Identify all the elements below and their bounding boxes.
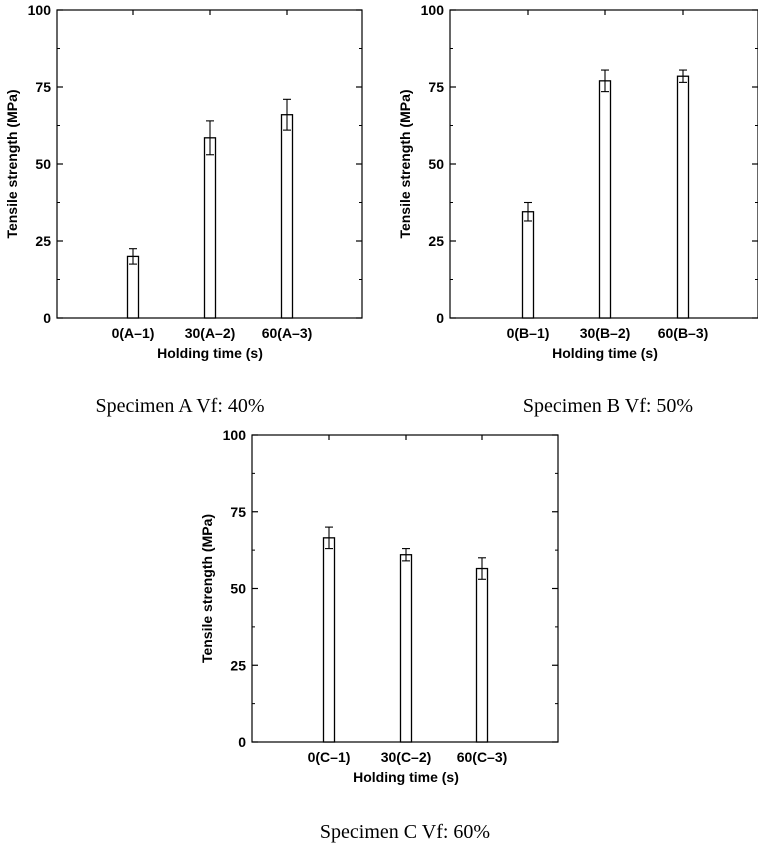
chart-b-y-tick-label: 100 bbox=[421, 2, 445, 18]
chart-c-bar bbox=[322, 537, 336, 743]
chart-c-x-tick-label: 60(C–3) bbox=[457, 749, 508, 765]
chart-c-y-tick-label: 75 bbox=[230, 504, 246, 520]
chart-b-y-axis-label: Tensile strength (MPa) bbox=[397, 89, 413, 238]
chart-b-y-tick-label: 75 bbox=[428, 79, 444, 95]
chart-c-y-tick-label: 0 bbox=[238, 734, 246, 750]
chart-a-x-axis-label: Holding time (s) bbox=[157, 345, 263, 361]
chart-b: 0 25 50 75 100 0(B–1) 30(B–2) 60(B–3)Holding ti… bbox=[397, 2, 758, 417]
chart-b-bar bbox=[598, 80, 612, 319]
chart-c: 0 25 50 75 100 0(C–1) 30(C–2) 60(C–3) Holding ti… bbox=[199, 427, 559, 843]
chart-c-y-axis-label: Tensile strength (MPa) bbox=[199, 514, 215, 663]
chart-a-y-tick-label: 75 bbox=[35, 79, 51, 95]
chart-a-x-tick-label: 30(A–2) bbox=[185, 325, 236, 341]
chart-b-x-tick-label: 60(B–3) bbox=[658, 325, 709, 341]
chart-c-bar bbox=[399, 554, 413, 743]
chart-c-y-tick-label: 50 bbox=[230, 581, 246, 597]
chart-c-x-tick-label: 0(C–1) bbox=[308, 749, 351, 765]
chart-b-y-tick-label: 25 bbox=[428, 233, 444, 249]
chart-c-x-axis-label: Holding time (s) bbox=[353, 769, 459, 785]
chart-b-x-tick-label: 0(B–1) bbox=[507, 325, 550, 341]
chart-a-bar bbox=[203, 137, 217, 319]
chart-b-y-tick-label: 0 bbox=[436, 310, 444, 326]
chart-a-x-tick-label: 0(A–1) bbox=[112, 325, 155, 341]
chart-a-caption: Specimen A Vf: 40% bbox=[95, 395, 264, 417]
chart-c-bar bbox=[475, 567, 489, 743]
chart-c-y-tick-label: 100 bbox=[223, 427, 247, 443]
chart-b-bar bbox=[521, 211, 535, 319]
chart-a-y-tick-label: 0 bbox=[43, 310, 51, 326]
chart-b-y-tick-label: 50 bbox=[428, 156, 444, 172]
chart-b-caption: Specimen B Vf: 50% bbox=[523, 395, 693, 417]
chart-a-y-tick-label: 50 bbox=[35, 156, 51, 172]
chart-a-bar bbox=[126, 255, 140, 319]
chart-a-x-tick-label: 60(A–3) bbox=[262, 325, 313, 341]
chart-a-y-axis-label: Tensile strength (MPa) bbox=[4, 89, 20, 238]
chart-c-caption: Specimen C Vf: 60% bbox=[320, 821, 490, 843]
chart-b-x-tick-label: 30(B–2) bbox=[580, 325, 631, 341]
chart-b-x-axis-label: Holding time (s) bbox=[552, 345, 658, 361]
chart-a-y-tick-label: 100 bbox=[28, 2, 52, 18]
chart-a-bar bbox=[280, 114, 294, 319]
chart-a-y-tick-label: 25 bbox=[35, 233, 51, 249]
chart-c-y-tick-label: 25 bbox=[230, 657, 246, 673]
chart-b-bar bbox=[676, 75, 690, 319]
chart-c-x-tick-label: 30(C–2) bbox=[381, 749, 432, 765]
chart-a: 0 25 50 75 100 0(A–1) 30(A–2) 60(A–3) Holding ti… bbox=[4, 2, 363, 417]
